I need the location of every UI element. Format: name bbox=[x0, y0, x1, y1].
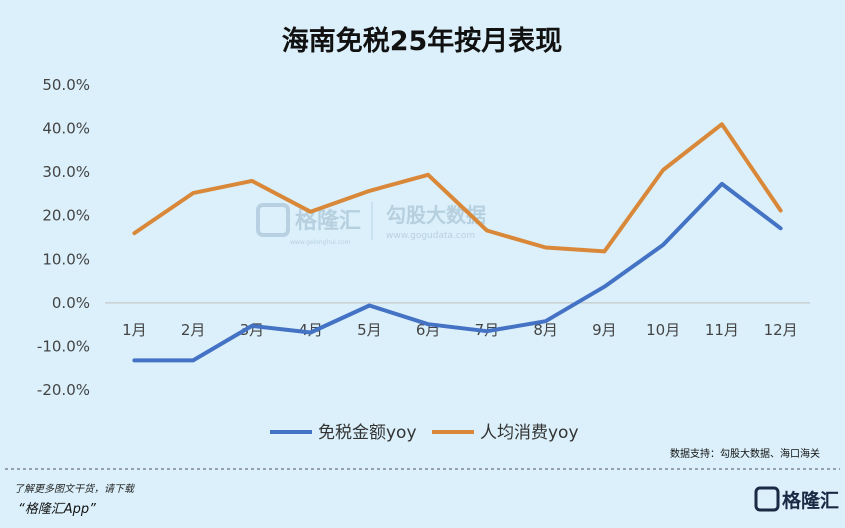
watermark-brand: 格隆汇 bbox=[295, 208, 361, 234]
x-tick-label: 8月 bbox=[533, 321, 558, 339]
footer-logo: 格隆汇 bbox=[754, 486, 839, 512]
footer-download-prompt: 了解更多图文干货，请下载 bbox=[14, 483, 136, 495]
y-tick-label: 50.0% bbox=[42, 76, 90, 94]
x-tick-label: 9月 bbox=[592, 321, 617, 339]
y-tick-label: 0.0% bbox=[52, 294, 90, 312]
legend-label-series-2: 人均消费yoy bbox=[480, 423, 579, 443]
y-tick-label: -10.0% bbox=[37, 337, 90, 355]
series-lines bbox=[132, 122, 783, 363]
series-line-1 bbox=[132, 181, 783, 363]
footer-app-name: “格隆汇App” bbox=[18, 502, 96, 517]
footer-logo-text: 格隆汇 bbox=[782, 489, 839, 512]
source-note: 数据支持：勾股大数据、海口海关 bbox=[670, 447, 820, 460]
legend-label-series-1: 免税金额yoy bbox=[318, 423, 417, 443]
series-line-2 bbox=[132, 122, 783, 254]
y-tick-label: -20.0% bbox=[37, 381, 90, 399]
chart-title: 海南免税25年按月表现 bbox=[282, 25, 563, 57]
legend: 免税金额yoy 人均消费yoy bbox=[270, 423, 579, 443]
x-tick-label: 12月 bbox=[764, 321, 798, 339]
x-tick-label: 5月 bbox=[357, 321, 382, 339]
watermark-brand-url: www.gelonghui.com bbox=[290, 239, 351, 246]
brand-logo-icon bbox=[754, 486, 780, 512]
y-tick-label: 40.0% bbox=[42, 120, 90, 138]
x-tick-label: 10月 bbox=[646, 321, 680, 339]
x-tick-label: 4月 bbox=[298, 321, 323, 339]
y-tick-label: 20.0% bbox=[42, 207, 90, 225]
x-tick-label: 2月 bbox=[181, 321, 206, 339]
x-tick-label: 11月 bbox=[705, 321, 739, 339]
y-tick-label: 10.0% bbox=[42, 250, 90, 268]
axes: 50.0% 40.0% 30.0% 20.0% 10.0% 0.0% -10.0% -20.0… bbox=[37, 76, 810, 399]
watermark: 格隆汇 www.gelonghui.com 勾股大数据 www.gogudata… bbox=[256, 202, 486, 246]
watermark-logo-icon bbox=[256, 203, 290, 237]
y-tick-label: 30.0% bbox=[42, 163, 90, 181]
watermark-partner-url: www.gogudata.com bbox=[386, 231, 475, 241]
x-tick-label: 1月 bbox=[122, 321, 147, 339]
